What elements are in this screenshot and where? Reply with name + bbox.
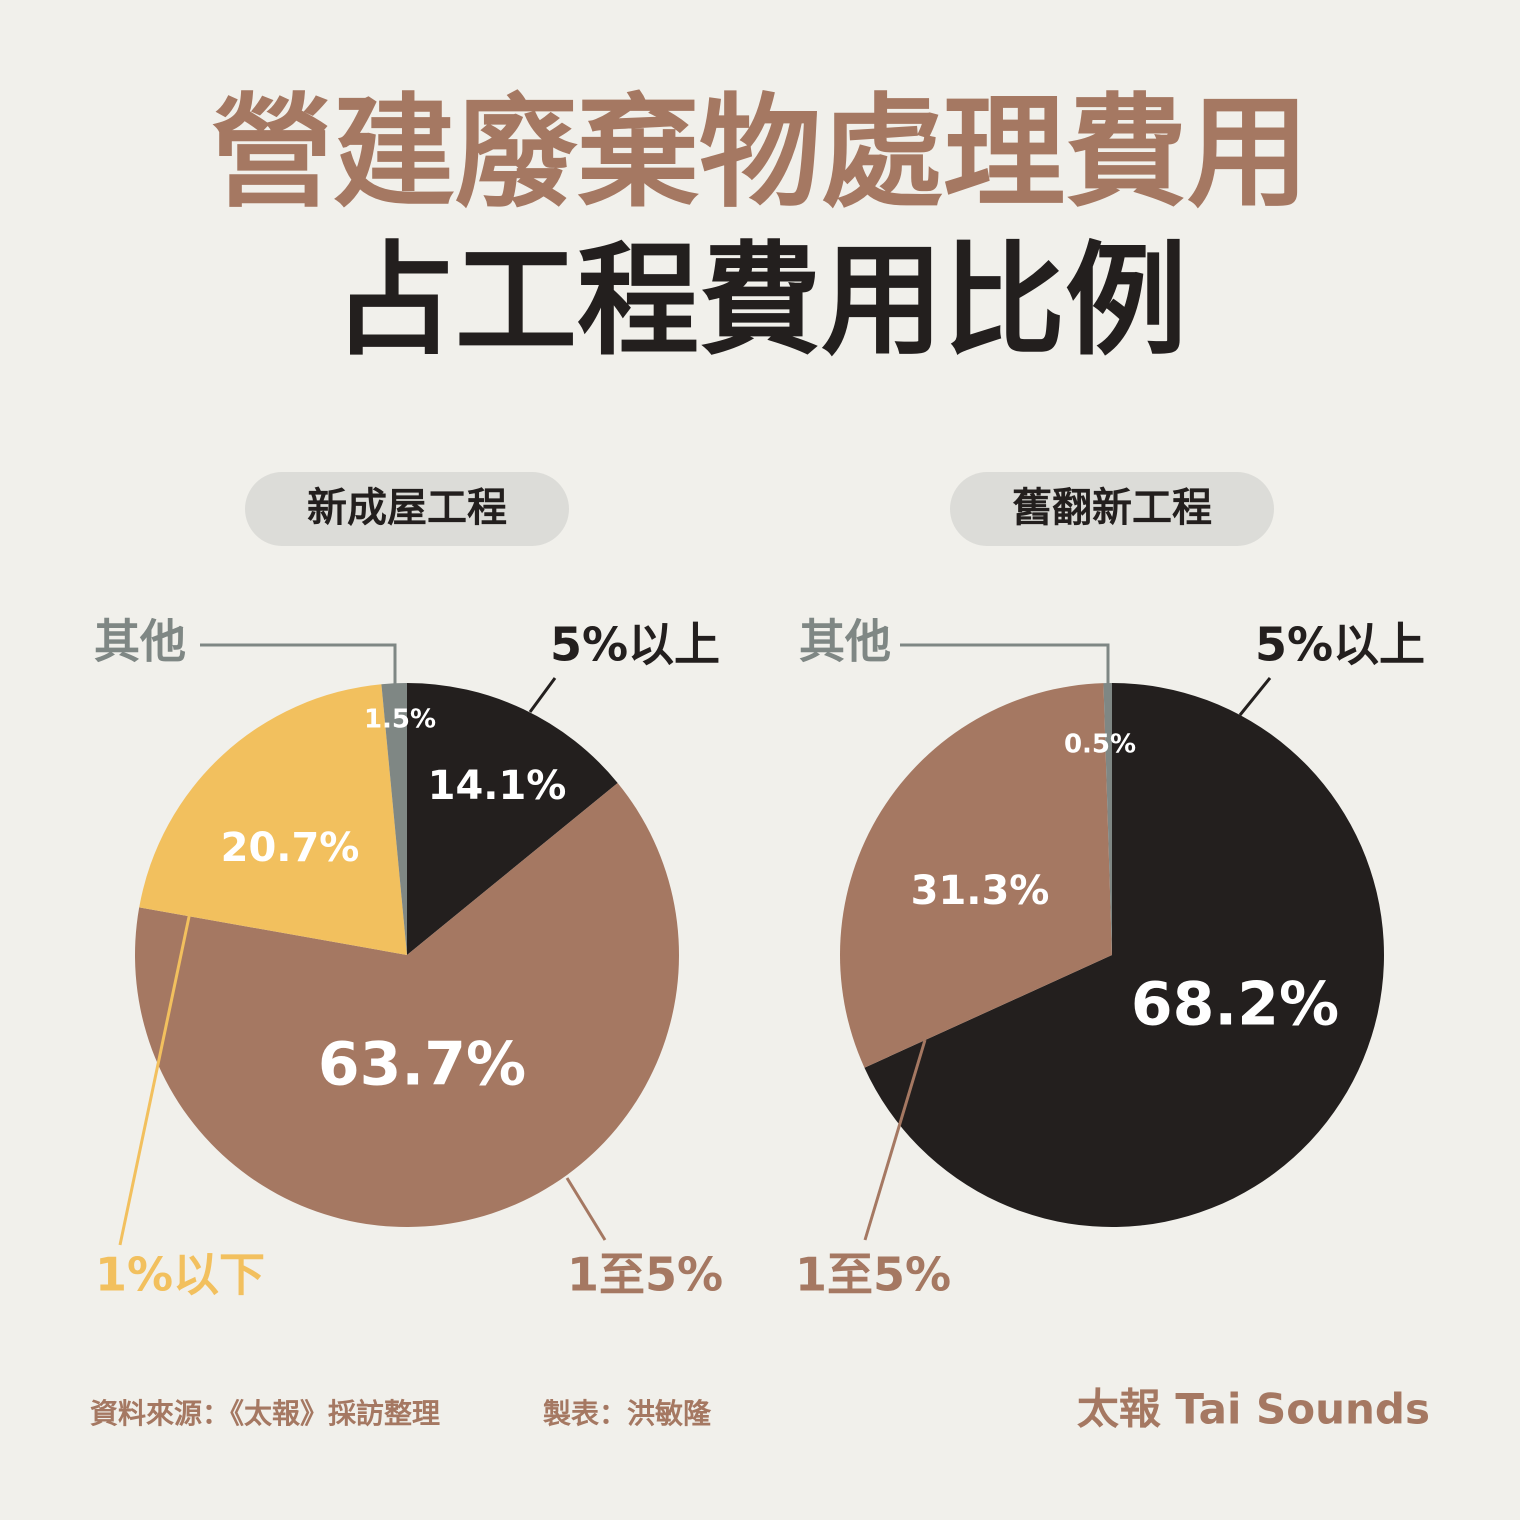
title-line: 營建廢棄物處理費用	[211, 82, 1309, 224]
value-label: 20.7%	[221, 825, 360, 871]
category-label: 1%以下	[95, 1248, 265, 1302]
category-label: 其他	[94, 615, 186, 669]
value-label: 31.3%	[911, 868, 1050, 914]
value-label: 0.5%	[1064, 730, 1136, 760]
title-line: 占工程費用比例	[333, 230, 1187, 372]
pie-slice	[839, 683, 1112, 1068]
pie-slice	[381, 683, 407, 955]
pie-slice	[864, 683, 1384, 1227]
category-label: 1至5%	[795, 1248, 951, 1302]
pie-slice	[1103, 683, 1112, 955]
chart-title: 新成屋工程	[307, 485, 507, 531]
leader-line	[528, 677, 557, 713]
value-label: 68.2%	[1131, 970, 1339, 1040]
maker: 製表：洪敏隆	[543, 1397, 712, 1430]
chart-title: 舊翻新工程	[1012, 485, 1212, 531]
brand: 太報 Tai Sounds	[1077, 1385, 1430, 1434]
leader-line	[565, 1177, 607, 1241]
category-label: 其他	[799, 615, 891, 669]
pie-slice	[139, 684, 408, 955]
leader-line	[118, 911, 192, 1246]
leader-line	[1238, 677, 1272, 716]
value-label: 63.7%	[318, 1030, 526, 1100]
chart-title-pill	[950, 472, 1274, 546]
category-label: 5%以上	[550, 618, 720, 672]
leader-line	[900, 643, 1110, 685]
category-label: 5%以上	[1255, 618, 1425, 672]
chart-title-pill	[245, 472, 569, 546]
pie-slice	[407, 683, 618, 955]
value-label: 1.5%	[364, 705, 436, 735]
category-label: 1至5%	[567, 1248, 723, 1302]
leader-line	[863, 1039, 927, 1241]
pie-slice	[134, 782, 680, 1227]
value-label: 14.1%	[428, 763, 567, 809]
leader-line	[200, 643, 397, 688]
source: 資料來源：《太報》採訪整理	[90, 1397, 440, 1430]
